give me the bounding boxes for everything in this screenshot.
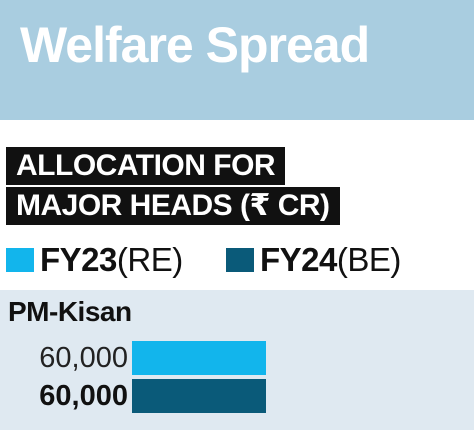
legend-item-fy24: FY24(BE) bbox=[226, 238, 401, 282]
bar-row-fy23: 60,000 bbox=[0, 340, 474, 376]
bar-fy23 bbox=[132, 341, 266, 375]
chart-title: Welfare Spread bbox=[20, 17, 370, 73]
data-label-fy23: 60,000 bbox=[39, 342, 128, 374]
legend-swatch-fy24 bbox=[226, 248, 254, 272]
legend-swatch-fy23 bbox=[6, 248, 34, 272]
data-label-fy24: 60,000 bbox=[39, 380, 128, 412]
legend-item-fy23: FY23(RE) bbox=[6, 238, 183, 282]
subtitle-line-1: ALLOCATION FOR bbox=[6, 147, 286, 185]
legend-label-fy24: FY24(BE) bbox=[260, 241, 401, 278]
subtitle-line-2: MAJOR HEADS (₹ CR) bbox=[6, 187, 340, 225]
category-label: PM-Kisan bbox=[8, 296, 132, 327]
bar-row-fy24: 60,000 bbox=[0, 378, 474, 414]
legend-label-fy23: FY23(RE) bbox=[40, 241, 183, 278]
legend: FY23(RE) FY24(BE) bbox=[0, 238, 474, 282]
bar-fy24 bbox=[132, 379, 266, 413]
header-banner: Welfare Spread bbox=[0, 0, 474, 120]
